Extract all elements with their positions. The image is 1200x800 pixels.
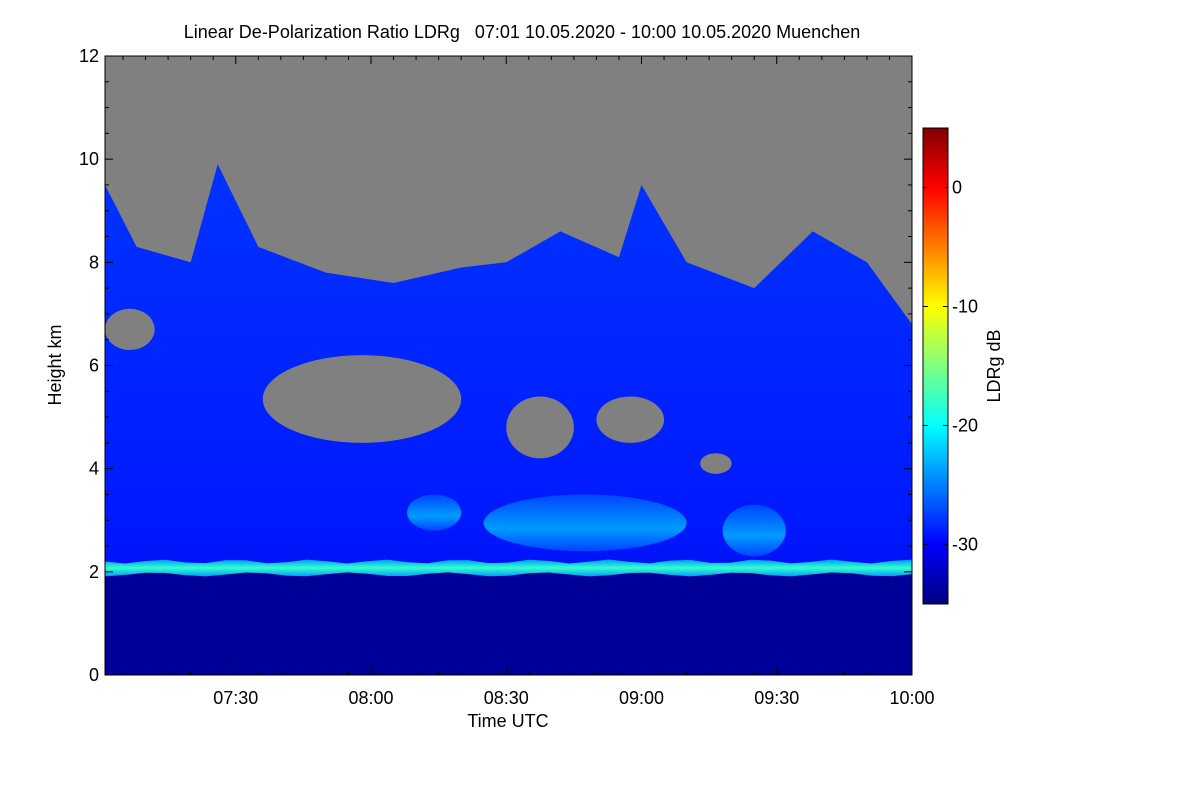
clear-pocket [506, 396, 574, 459]
y-axis: 0 2 4 6 8 10 12 [79, 46, 912, 685]
enhanced-ldr-region [407, 494, 462, 531]
clear-pockets [105, 308, 732, 474]
colorbar-tick-label: -10 [952, 297, 978, 317]
y-axis-label: Height km [45, 324, 65, 405]
clear-pocket [700, 453, 732, 474]
chart-title: Linear De-Polarization Ratio LDRg 07:01 … [184, 22, 860, 42]
y-tick-label: 2 [89, 562, 99, 582]
x-tick-label: 09:30 [754, 688, 799, 708]
below-boundary-region [105, 566, 912, 675]
x-axis-label: Time UTC [467, 711, 548, 731]
y-tick-label: 6 [89, 356, 99, 376]
x-tick-label: 08:00 [348, 688, 393, 708]
y-tick-label: 12 [79, 46, 99, 66]
x-tick-label: 07:30 [213, 688, 258, 708]
clear-pocket [262, 355, 462, 443]
colorbar-scale [922, 127, 949, 605]
colorbar-tick-label: 0 [952, 178, 962, 198]
colorbar-ticks: 0 -10 -20 -30 [923, 178, 978, 555]
mid-level-enhanced-regions [407, 494, 786, 557]
x-tick-label: 10:00 [889, 688, 934, 708]
y-tick-label: 4 [89, 459, 99, 479]
clear-pocket [105, 308, 155, 351]
boundary-layer-band [105, 559, 912, 577]
colorbar: 0 -10 -20 -30 LDRg dB [922, 127, 1004, 605]
y-tick-label: 10 [79, 149, 99, 169]
colorbar-label: LDRg dB [984, 329, 1004, 402]
plot-area [105, 56, 912, 675]
enhanced-ldr-region [722, 504, 786, 557]
x-tick-label: 09:00 [619, 688, 664, 708]
y-tick-label: 8 [89, 252, 99, 272]
colorbar-tick-label: -30 [952, 535, 978, 555]
enhanced-ldr-region [483, 494, 687, 552]
x-axis: 07:30 08:00 08:30 09:00 09:30 10:00 [122, 56, 935, 708]
y-tick-label: 0 [89, 665, 99, 685]
x-tick-label: 08:30 [484, 688, 529, 708]
clear-pocket [596, 396, 665, 443]
colorbar-tick-label: -20 [952, 416, 978, 436]
